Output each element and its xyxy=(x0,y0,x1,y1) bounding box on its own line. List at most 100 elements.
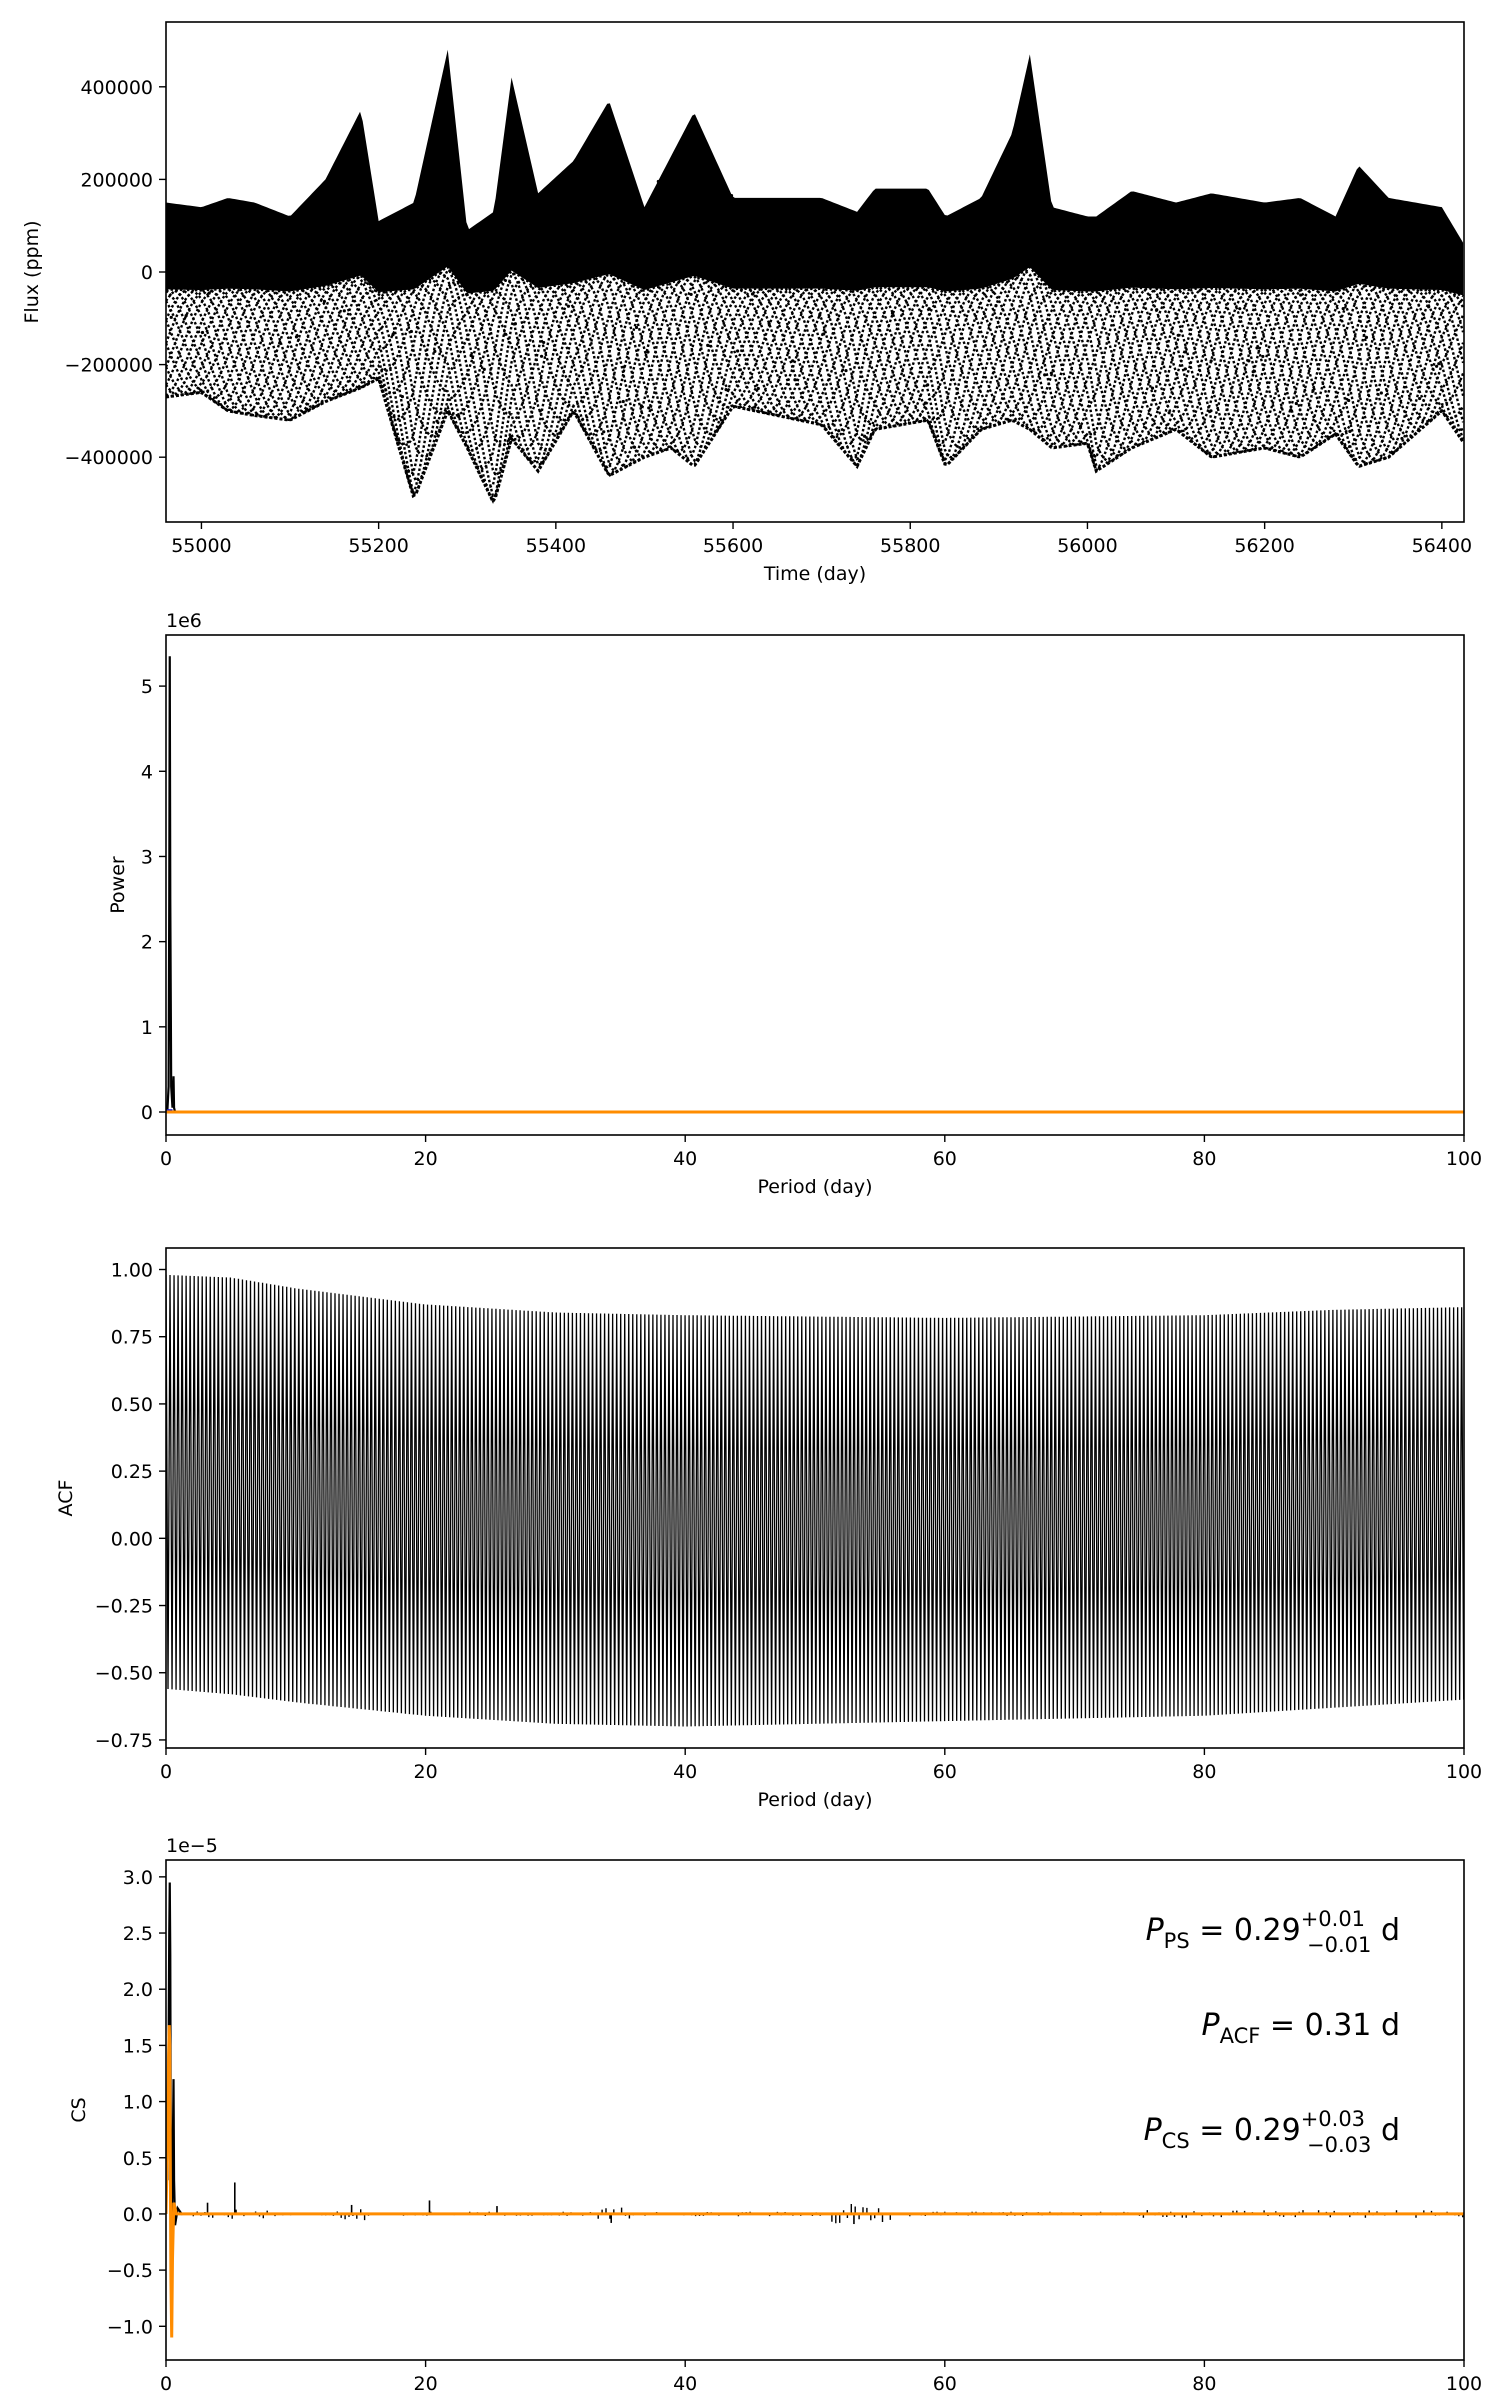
flux-point xyxy=(400,394,404,399)
chart-panel: 55000 55200 55400 55600 55800 56000 56200 56400… xyxy=(21,21,1472,585)
flux-point xyxy=(632,445,637,449)
y-tick-label: 2.0 xyxy=(123,1979,153,2001)
period-annotation: PACF = 0.31 d xyxy=(1202,2008,1400,2048)
plot-area xyxy=(166,1274,1464,1727)
flux-point xyxy=(465,292,469,297)
axis-offset-text: 1e6 xyxy=(166,610,202,632)
flux-point xyxy=(1055,274,1059,279)
flux-point xyxy=(621,399,625,404)
flux-point xyxy=(1183,367,1187,371)
flux-point xyxy=(1400,436,1404,441)
y-tick-label: 0 xyxy=(141,262,153,284)
flux-point xyxy=(639,404,643,408)
chart-panel: 0 20 40 60 80 100 −1.0 −0.5 0.0 0.5 1.0 1.5 2.0 2.5 3.… xyxy=(68,1835,1482,2395)
x-axis-label: Period (day) xyxy=(757,1789,872,1811)
flux-point xyxy=(503,332,507,336)
x-tick-label: 60 xyxy=(933,2373,957,2395)
flux-point xyxy=(174,204,178,208)
y-tick-label: −200000 xyxy=(65,355,153,377)
flux-point xyxy=(1429,418,1433,422)
y-tick-label: −0.75 xyxy=(95,1730,153,1752)
flux-point xyxy=(753,405,757,409)
flux-point xyxy=(736,349,740,353)
flux-point xyxy=(1341,229,1346,234)
flux-point xyxy=(391,332,395,337)
flux-point xyxy=(994,304,998,308)
x-tick-label: 55800 xyxy=(880,535,940,557)
flux-point xyxy=(1218,197,1222,201)
flux-point xyxy=(1128,236,1132,240)
flux-point xyxy=(1062,265,1066,269)
y-tick-label: −0.5 xyxy=(107,2260,153,2282)
flux-point xyxy=(207,291,211,295)
flux-point xyxy=(1282,255,1286,259)
flux-point xyxy=(779,228,783,232)
flux-point xyxy=(339,205,343,209)
x-tick-label: 40 xyxy=(673,1148,697,1170)
flux-point xyxy=(312,271,316,275)
flux-point xyxy=(738,368,742,372)
flux-point xyxy=(396,441,400,445)
flux-point xyxy=(433,349,437,353)
flux-point xyxy=(602,430,606,434)
x-tick-label: 40 xyxy=(673,1761,697,1783)
flux-point xyxy=(1050,241,1054,245)
flux-point xyxy=(621,417,625,421)
flux-point xyxy=(818,313,822,317)
flux-point xyxy=(1127,221,1131,225)
plot-frame xyxy=(165,1859,1465,2361)
x-tick-label: 40 xyxy=(673,2373,697,2395)
flux-point xyxy=(1379,391,1383,395)
flux-point xyxy=(802,198,806,202)
y-axis-label: Flux (ppm) xyxy=(21,221,43,324)
y-axis-label: CS xyxy=(68,2097,90,2122)
flux-point xyxy=(1311,388,1315,393)
flux-point xyxy=(719,189,723,193)
flux-point xyxy=(200,330,205,335)
flux-point xyxy=(926,383,930,387)
flux-point xyxy=(1364,220,1368,224)
flux-point xyxy=(342,309,346,313)
flux-point xyxy=(283,264,287,268)
flux-point xyxy=(184,314,188,318)
flux-point-track xyxy=(166,280,1464,488)
flux-point xyxy=(993,211,997,216)
y-tick-label: 1.00 xyxy=(111,1260,153,1282)
period-annotation: PPS = 0.29+0.01 −0.01 d xyxy=(1146,1907,1400,1957)
flux-point xyxy=(1261,354,1265,359)
flux-point xyxy=(513,322,517,326)
flux-point xyxy=(278,341,282,345)
flux-point-track xyxy=(166,265,1464,477)
flux-point xyxy=(837,429,841,433)
flux-point xyxy=(923,401,927,405)
flux-point xyxy=(750,292,755,296)
y-tick-label: 0.5 xyxy=(123,2148,153,2170)
x-tick-label: 100 xyxy=(1446,1761,1482,1783)
flux-point xyxy=(545,230,550,234)
flux-point-track xyxy=(166,265,1464,474)
flux-point xyxy=(894,222,899,226)
flux-point xyxy=(206,278,211,282)
chart-panel: 0 20 40 60 80 100 −0.75 −0.50 −0.25 0.00 0.25 0.50 0… xyxy=(55,1247,1482,1811)
flux-point xyxy=(474,243,478,247)
flux-point xyxy=(646,350,650,354)
period-annotation: PCS = 0.29+0.03 −0.03 d xyxy=(1144,2107,1400,2157)
flux-point xyxy=(169,315,173,319)
flux-point xyxy=(1049,371,1053,375)
flux-point xyxy=(893,281,898,286)
flux-point xyxy=(689,292,693,297)
y-axis-label: Power xyxy=(107,856,129,914)
y-tick-label: 5 xyxy=(141,676,153,698)
flux-point xyxy=(199,389,203,393)
x-tick-label: 55600 xyxy=(703,535,763,557)
flux-point-track xyxy=(166,273,1464,496)
flux-point xyxy=(1247,359,1251,363)
flux-point xyxy=(1310,260,1314,264)
flux-point xyxy=(1045,253,1049,257)
flux-point xyxy=(1209,409,1213,413)
flux-point xyxy=(706,343,710,347)
flux-point xyxy=(1429,284,1433,289)
y-tick-label: 4 xyxy=(141,761,153,783)
x-tick-label: 56000 xyxy=(1057,535,1117,557)
y-tick-label: −1.0 xyxy=(107,2316,153,2338)
